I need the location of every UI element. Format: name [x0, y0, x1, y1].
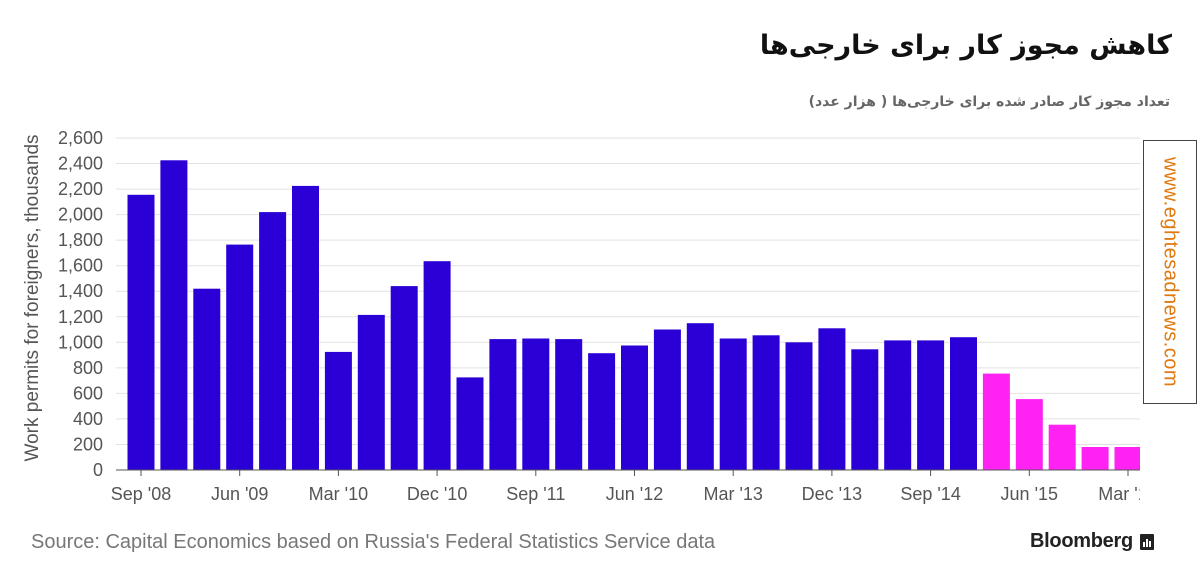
bar: [259, 212, 287, 470]
y-tick-label: 0: [93, 460, 103, 480]
y-axis-label: Work permits for foreigners, thousands: [22, 134, 43, 461]
bar: [752, 335, 780, 470]
bar: [621, 345, 648, 470]
y-tick-label: 200: [73, 434, 103, 454]
bar: [686, 323, 714, 470]
y-tick-label: 2,200: [58, 179, 103, 199]
bar: [653, 329, 681, 470]
x-tick-label: Jun '12: [606, 484, 663, 504]
bar: [390, 286, 418, 470]
bar: [127, 194, 155, 471]
x-tick-label: Sep '08: [111, 484, 172, 504]
y-tick-label: 2,400: [58, 154, 103, 174]
x-tick-label: Dec '13: [802, 484, 862, 504]
bar: [160, 160, 188, 471]
y-tick-label: 1,600: [58, 256, 103, 276]
brand: Bloomberg: [1030, 530, 1155, 553]
watermark-text: www.eghtesadnews.com: [1159, 156, 1182, 388]
bar: [818, 328, 846, 470]
chart-title: کاهش مجوز کار برای خارجی‌ها: [759, 30, 1172, 61]
bar: [982, 373, 1010, 470]
bar: [884, 340, 912, 470]
bar: [357, 314, 385, 470]
bar: [917, 340, 945, 470]
y-tick-label: 2,000: [58, 205, 103, 225]
bar: [324, 351, 352, 470]
bar: [950, 337, 977, 470]
bar: [423, 261, 451, 470]
x-tick-label: Jun '09: [211, 484, 268, 504]
y-tick-label: 400: [73, 409, 103, 429]
bar: [1015, 399, 1043, 470]
y-tick-label: 1,400: [58, 281, 103, 301]
y-tick-label: 1,200: [58, 307, 103, 327]
bloomberg-logo-icon: [1139, 533, 1154, 550]
bar: [1081, 447, 1109, 470]
bar: [1048, 424, 1076, 470]
y-tick-label: 2,600: [58, 128, 103, 148]
source-note: Source: Capital Economics based on Russi…: [31, 531, 716, 553]
bar: [851, 349, 879, 470]
y-tick-label: 800: [73, 358, 103, 378]
bar: [588, 353, 616, 470]
x-tick-label: Mar '16: [1098, 484, 1140, 504]
bar-chart: 0 200 400 600 800 1,000 1,200 1,400 1,600 1,800 2,…: [22, 128, 1140, 504]
bar: [1114, 447, 1140, 470]
bar: [226, 244, 254, 470]
bar: [292, 185, 319, 470]
y-tick-label: 1,000: [58, 332, 103, 352]
x-tick-label: Dec '10: [407, 484, 467, 504]
bar: [522, 338, 550, 470]
bar: [489, 339, 517, 470]
bar: [785, 342, 813, 470]
bar: [456, 377, 484, 470]
watermark-box: www.eghtesadnews.com: [1143, 140, 1197, 404]
bar: [719, 338, 747, 470]
x-tick-label: Jun '15: [1001, 484, 1058, 504]
x-tick-label: Sep '11: [506, 484, 565, 504]
x-tick-label: Mar '13: [703, 484, 762, 504]
x-tick-label: Sep '14: [900, 484, 961, 504]
y-tick-label: 1,800: [58, 230, 103, 250]
bar: [555, 339, 583, 470]
y-tick-label: 600: [73, 383, 103, 403]
x-tick-label: Mar '10: [309, 484, 368, 504]
brand-name: Bloomberg: [1030, 530, 1133, 552]
chart-subtitle: تعداد مجوز کار صادر شده برای خارجی‌ها ( …: [808, 94, 1170, 110]
bar: [193, 288, 221, 470]
